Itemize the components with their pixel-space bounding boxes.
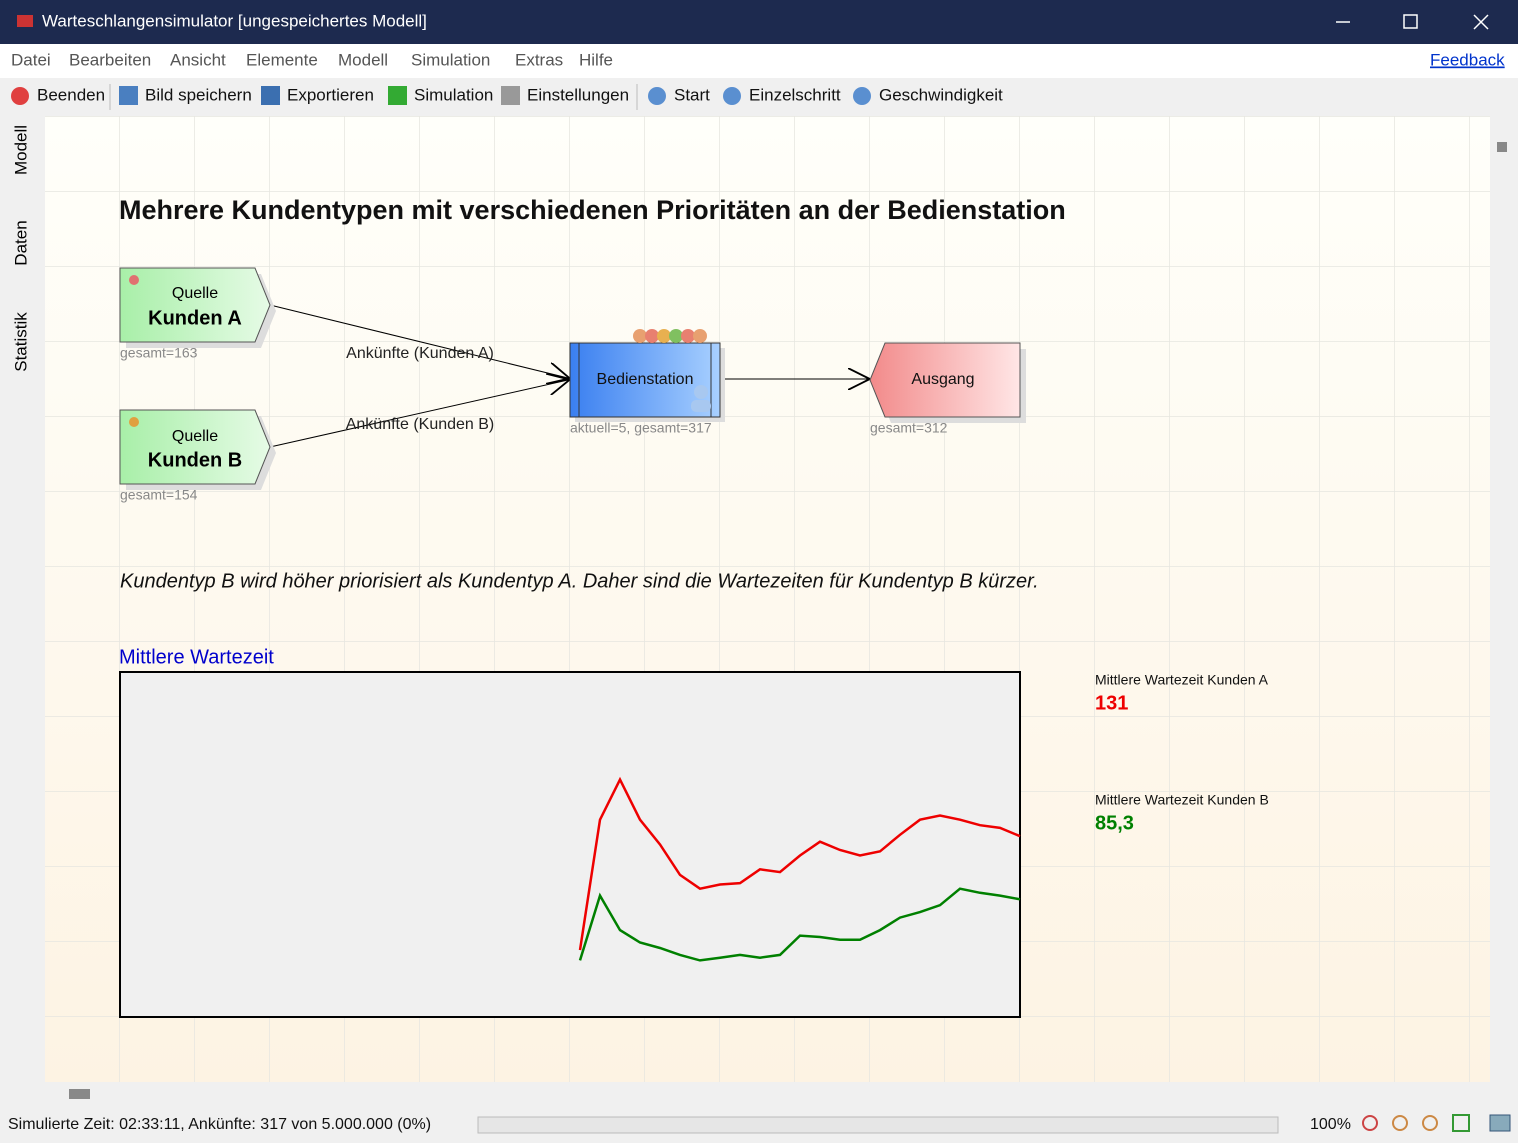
toolbar xyxy=(0,78,1518,116)
toolbar-icon xyxy=(648,87,666,105)
node-label: Ausgang xyxy=(911,371,974,388)
h-scrollbar[interactable] xyxy=(45,1082,1490,1108)
progress-bar xyxy=(477,1116,1279,1134)
maximize[interactable] xyxy=(1403,14,1418,29)
v-scroll-thumb[interactable] xyxy=(1497,142,1507,152)
toolbar-icon xyxy=(11,87,29,105)
v-scrollbar[interactable] xyxy=(1490,116,1518,1108)
zoom-level: 100% xyxy=(1310,1116,1351,1133)
source-node[interactable] xyxy=(119,409,271,485)
stat-label: Mittlere Wartezeit Kunden A xyxy=(1095,672,1269,688)
toolbar-button[interactable]: Einzelschritt xyxy=(749,85,841,104)
model-title: Mehrere Kundentypen mit verschiedenen Pr… xyxy=(119,195,1066,225)
menu-item[interactable]: Extras xyxy=(515,50,563,69)
series-line xyxy=(578,776,1021,951)
toolbar-button[interactable]: Start xyxy=(674,85,710,104)
menu-bar xyxy=(0,44,1518,78)
edge[interactable] xyxy=(269,380,568,448)
exit-node[interactable] xyxy=(869,342,1021,418)
node-label: Kunden B xyxy=(148,449,242,471)
chart-title: Mittlere Wartezeit xyxy=(119,646,274,668)
toolbar-icon xyxy=(261,86,280,105)
toolbar-icon xyxy=(388,86,407,105)
toolbar-icon xyxy=(501,86,520,105)
source-node[interactable] xyxy=(119,267,271,343)
status-text: Simulierte Zeit: 02:33:11, Ankünfte: 317… xyxy=(8,1116,431,1133)
customer-icon xyxy=(129,275,139,285)
customer-icon xyxy=(129,417,139,427)
toolbar-button[interactable]: Simulation xyxy=(414,85,493,104)
toolbar-button[interactable]: Beenden xyxy=(37,85,105,104)
node-info: gesamt=312 xyxy=(870,420,948,436)
stat-value: 131 xyxy=(1095,692,1128,714)
node-info: gesamt=154 xyxy=(120,487,198,503)
node-info: aktuell=5, gesamt=317 xyxy=(570,420,712,436)
node-type: Quelle xyxy=(172,428,218,445)
toolbar-icon xyxy=(119,86,138,105)
node-label: Bedienstation xyxy=(597,371,694,388)
window-title: Warteschlangensimulator [ungespeichertes… xyxy=(42,11,427,30)
plot-area xyxy=(119,671,1021,1018)
menu-item[interactable]: Ansicht xyxy=(170,50,226,69)
sidebar-tab[interactable]: Modell xyxy=(11,125,30,175)
h-scroll-thumb[interactable] xyxy=(69,1089,90,1099)
toolbar-button[interactable]: Bild speichern xyxy=(145,85,252,104)
node-label: Kunden A xyxy=(148,307,242,329)
series-line xyxy=(578,887,1021,962)
menu-item[interactable]: Modell xyxy=(338,50,388,69)
menu-item[interactable]: Elemente xyxy=(246,50,318,69)
menu-item[interactable]: Hilfe xyxy=(579,50,613,69)
title-bar xyxy=(0,0,1518,44)
menu-item[interactable]: Datei xyxy=(11,50,51,69)
queue-icons xyxy=(633,329,711,412)
feedback-link[interactable]: Feedback xyxy=(1430,50,1505,69)
model-note: Kundentyp B wird höher priorisiert als K… xyxy=(120,570,1039,592)
menu-item[interactable]: Bearbeiten xyxy=(69,50,151,69)
toolbar-button[interactable]: Geschwindigkeit xyxy=(879,85,1003,104)
sidebar xyxy=(0,116,45,1108)
node-info: gesamt=163 xyxy=(120,345,198,361)
edge-label: Ankünfte (Kunden B) xyxy=(346,416,495,433)
sidebar-tab[interactable]: Daten xyxy=(11,220,30,265)
zoom-buttons[interactable] xyxy=(1362,1114,1511,1132)
toolbar-button[interactable]: Exportieren xyxy=(287,85,374,104)
edge-label: Ankünfte (Kunden A) xyxy=(346,345,494,362)
stat-value: 85,3 xyxy=(1095,812,1134,834)
menu-item[interactable]: Simulation xyxy=(411,50,490,69)
close[interactable] xyxy=(1473,14,1489,30)
stat-label: Mittlere Wartezeit Kunden B xyxy=(1095,792,1269,808)
toolbar-icon xyxy=(723,87,741,105)
app-icon xyxy=(17,15,33,27)
toolbar-button[interactable]: Einstellungen xyxy=(527,85,629,104)
edge[interactable] xyxy=(269,304,568,378)
sidebar-tab[interactable]: Statistik xyxy=(11,312,30,372)
toolbar-icon xyxy=(853,87,871,105)
node-type: Quelle xyxy=(172,285,218,302)
